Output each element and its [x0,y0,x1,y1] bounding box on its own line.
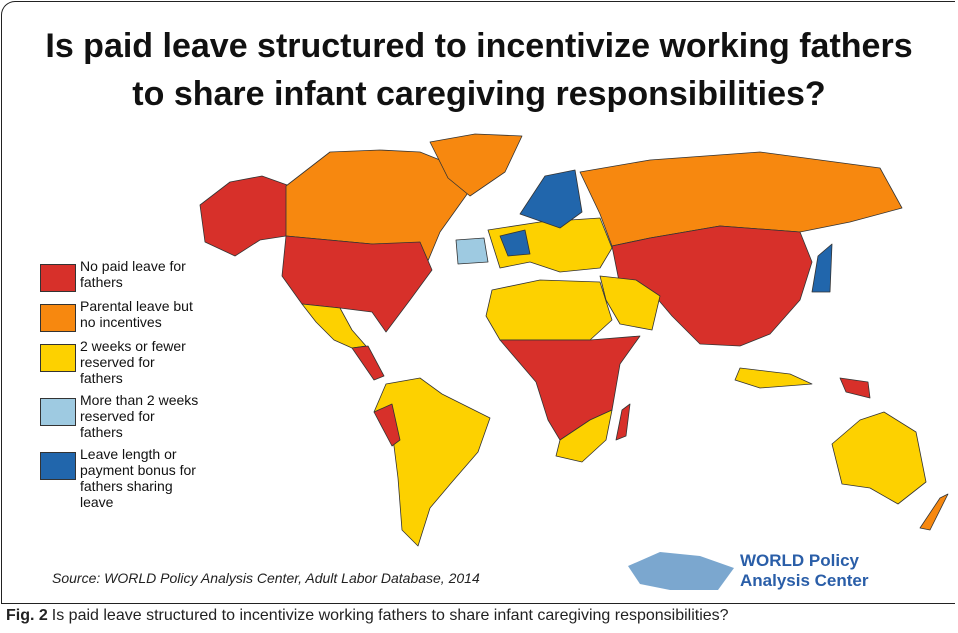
new-zealand [919,493,949,531]
legend-item: No paid leave for fathers [40,258,200,292]
frame [1,1,955,604]
legend: No paid leave for fathers Parental leave … [40,258,200,516]
title-line: to share infant caregiving responsibilit… [132,75,826,113]
legend-item: Parental leave but no incentives [40,298,200,332]
legend-swatch [40,264,76,292]
legend-label: More than 2 weeks reserved for fathers [80,392,199,440]
logo: WORLD Policy Analysis Center [740,551,869,591]
africa-south [555,409,613,463]
legend-item: More than 2 weeks reserved for fathers [40,392,200,440]
central-europe [499,229,531,257]
logo-line: Analysis Center [740,571,869,590]
japan [811,243,833,293]
indonesia [734,367,813,389]
figure-caption: Fig. 2 Is paid leave structured to incent… [6,607,729,625]
legend-swatch [40,304,76,332]
title-line: Is paid leave structured to incentivize … [45,27,913,65]
legend-swatch [40,398,76,426]
mexico [301,303,367,349]
australia [831,411,927,505]
madagascar [615,403,631,441]
legend-label: No paid leave for fathers [80,258,186,290]
caption-label: Fig. 2 [6,607,48,624]
source-note: Source: WORLD Policy Analysis Center, Ad… [52,570,480,586]
peru [373,403,401,447]
legend-item: 2 weeks or fewer reserved for fathers [40,338,200,386]
scandinavia [519,169,583,229]
usa [281,235,433,333]
south-america [373,377,491,547]
legend-swatch [40,452,76,480]
logo-line: WORLD Policy [740,551,860,570]
central-america [351,345,385,381]
logo-globe [628,552,734,590]
papua [839,377,871,399]
africa-north [485,279,613,341]
world-map [199,133,949,590]
legend-item: Leave length or payment bonus for father… [40,446,200,510]
legend-label: Parental leave but no incentives [80,298,193,330]
title: Is paid leave structured to incentivize … [0,22,958,118]
legend-swatch [40,344,76,372]
legend-label: Leave length or payment bonus for father… [80,446,196,510]
legend-label: 2 weeks or fewer reserved for fathers [80,338,186,386]
russia [579,151,903,247]
iberia [455,237,489,265]
greenland [429,133,523,197]
alaska [199,175,291,257]
caption-text: Is paid leave structured to incentivize … [51,607,729,624]
